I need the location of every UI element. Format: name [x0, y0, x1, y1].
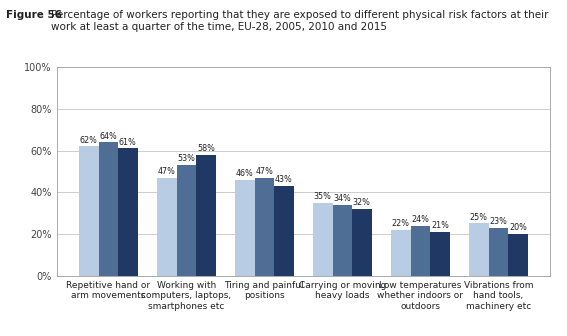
- Bar: [469, 223, 489, 276]
- Bar: [411, 225, 430, 276]
- Text: 25%: 25%: [470, 213, 488, 222]
- Bar: [508, 234, 527, 276]
- Text: 47%: 47%: [255, 167, 273, 176]
- Legend: 2005, 2010, 2015: 2005, 2010, 2015: [223, 332, 383, 336]
- Text: 32%: 32%: [353, 198, 371, 207]
- Text: 24%: 24%: [412, 215, 429, 224]
- Bar: [333, 205, 352, 276]
- Bar: [274, 186, 294, 276]
- Text: 22%: 22%: [392, 219, 410, 228]
- Text: 47%: 47%: [158, 167, 176, 176]
- Text: 46%: 46%: [236, 169, 253, 178]
- Text: 20%: 20%: [509, 223, 527, 232]
- Bar: [118, 149, 138, 276]
- Text: 61%: 61%: [119, 138, 137, 147]
- Bar: [157, 178, 176, 276]
- Bar: [391, 230, 411, 276]
- Text: 35%: 35%: [314, 192, 332, 201]
- Bar: [489, 227, 508, 276]
- Bar: [430, 232, 450, 276]
- Text: 43%: 43%: [275, 175, 293, 184]
- Text: 64%: 64%: [99, 131, 117, 140]
- Bar: [79, 146, 99, 276]
- Bar: [352, 209, 371, 276]
- Bar: [176, 165, 196, 276]
- Text: 23%: 23%: [489, 217, 507, 226]
- Bar: [255, 178, 274, 276]
- Text: Percentage of workers reporting that they are exposed to different physical risk: Percentage of workers reporting that the…: [51, 10, 548, 32]
- Bar: [99, 142, 118, 276]
- Text: 62%: 62%: [80, 136, 98, 145]
- Text: 34%: 34%: [333, 194, 351, 203]
- Bar: [313, 203, 333, 276]
- Bar: [235, 180, 255, 276]
- Bar: [196, 155, 215, 276]
- Text: 58%: 58%: [197, 144, 215, 153]
- Text: 21%: 21%: [431, 221, 448, 230]
- Text: Figure 56: Figure 56: [6, 10, 62, 20]
- Text: 53%: 53%: [177, 155, 195, 163]
